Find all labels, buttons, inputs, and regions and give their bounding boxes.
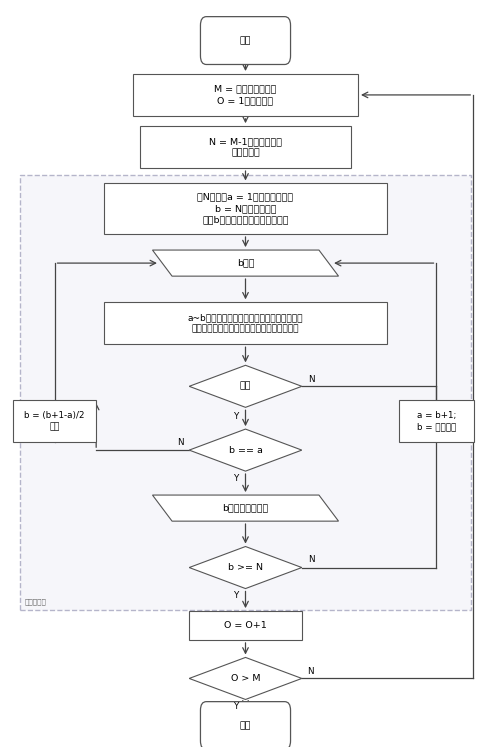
Bar bbox=[399, 400, 474, 442]
Text: O = O+1: O = O+1 bbox=[224, 621, 267, 630]
Text: N: N bbox=[307, 666, 314, 675]
Text: Y: Y bbox=[234, 592, 240, 601]
Polygon shape bbox=[189, 657, 302, 699]
FancyBboxPatch shape bbox=[200, 702, 291, 748]
Text: N: N bbox=[308, 555, 315, 564]
Text: N: N bbox=[177, 438, 184, 447]
Text: a = b+1;
b = 数据出栈: a = b+1; b = 数据出栈 bbox=[417, 411, 456, 432]
Text: b入栈: b入栈 bbox=[237, 259, 254, 268]
Text: a~b所有点短接，作为采样点，由激励点给出
恒流，测试采样点电压，计算阻值，判断通断: a~b所有点短接，作为采样点，由激励点给出 恒流，测试采样点电压，计算阻值，判断… bbox=[188, 313, 303, 334]
Text: Y: Y bbox=[234, 411, 240, 420]
Polygon shape bbox=[153, 495, 338, 521]
Bar bbox=[189, 611, 302, 640]
Text: N: N bbox=[308, 375, 315, 384]
Text: 结束: 结束 bbox=[240, 721, 251, 730]
Text: b点导通，存储值: b点导通，存储值 bbox=[222, 503, 269, 512]
Text: b = (b+1-a)/2
二分: b = (b+1-a)/2 二分 bbox=[24, 411, 85, 432]
Text: N = M-1，为激励点外
的剩余点数: N = M-1，为激励点外 的剩余点数 bbox=[209, 137, 282, 157]
Text: 开始: 开始 bbox=[240, 36, 251, 45]
Bar bbox=[104, 183, 387, 234]
Text: 在N中，令a = 1，为采样起始点
b = N，为采样终点
创建b的存储栈（先入后出结构）: 在N中，令a = 1，为采样起始点 b = N，为采样终点 创建b的存储栈（先入… bbox=[197, 193, 294, 224]
Bar bbox=[133, 74, 358, 116]
Text: b >= N: b >= N bbox=[228, 563, 263, 572]
Bar bbox=[20, 175, 471, 610]
Bar bbox=[140, 126, 351, 168]
Text: b == a: b == a bbox=[229, 446, 262, 455]
Polygon shape bbox=[189, 365, 302, 408]
Text: 二分法遍历: 二分法遍历 bbox=[24, 598, 46, 604]
Text: M = 被测芯线总点数
O = 1，为激励点: M = 被测芯线总点数 O = 1，为激励点 bbox=[214, 85, 277, 105]
Bar bbox=[104, 302, 387, 344]
Text: Y: Y bbox=[234, 702, 240, 711]
Polygon shape bbox=[189, 429, 302, 471]
FancyBboxPatch shape bbox=[200, 16, 291, 64]
Bar bbox=[13, 400, 96, 442]
Text: O > M: O > M bbox=[231, 674, 260, 683]
Polygon shape bbox=[153, 250, 338, 276]
Text: Y: Y bbox=[234, 474, 240, 483]
Polygon shape bbox=[189, 547, 302, 589]
Text: 导通: 导通 bbox=[240, 381, 251, 390]
